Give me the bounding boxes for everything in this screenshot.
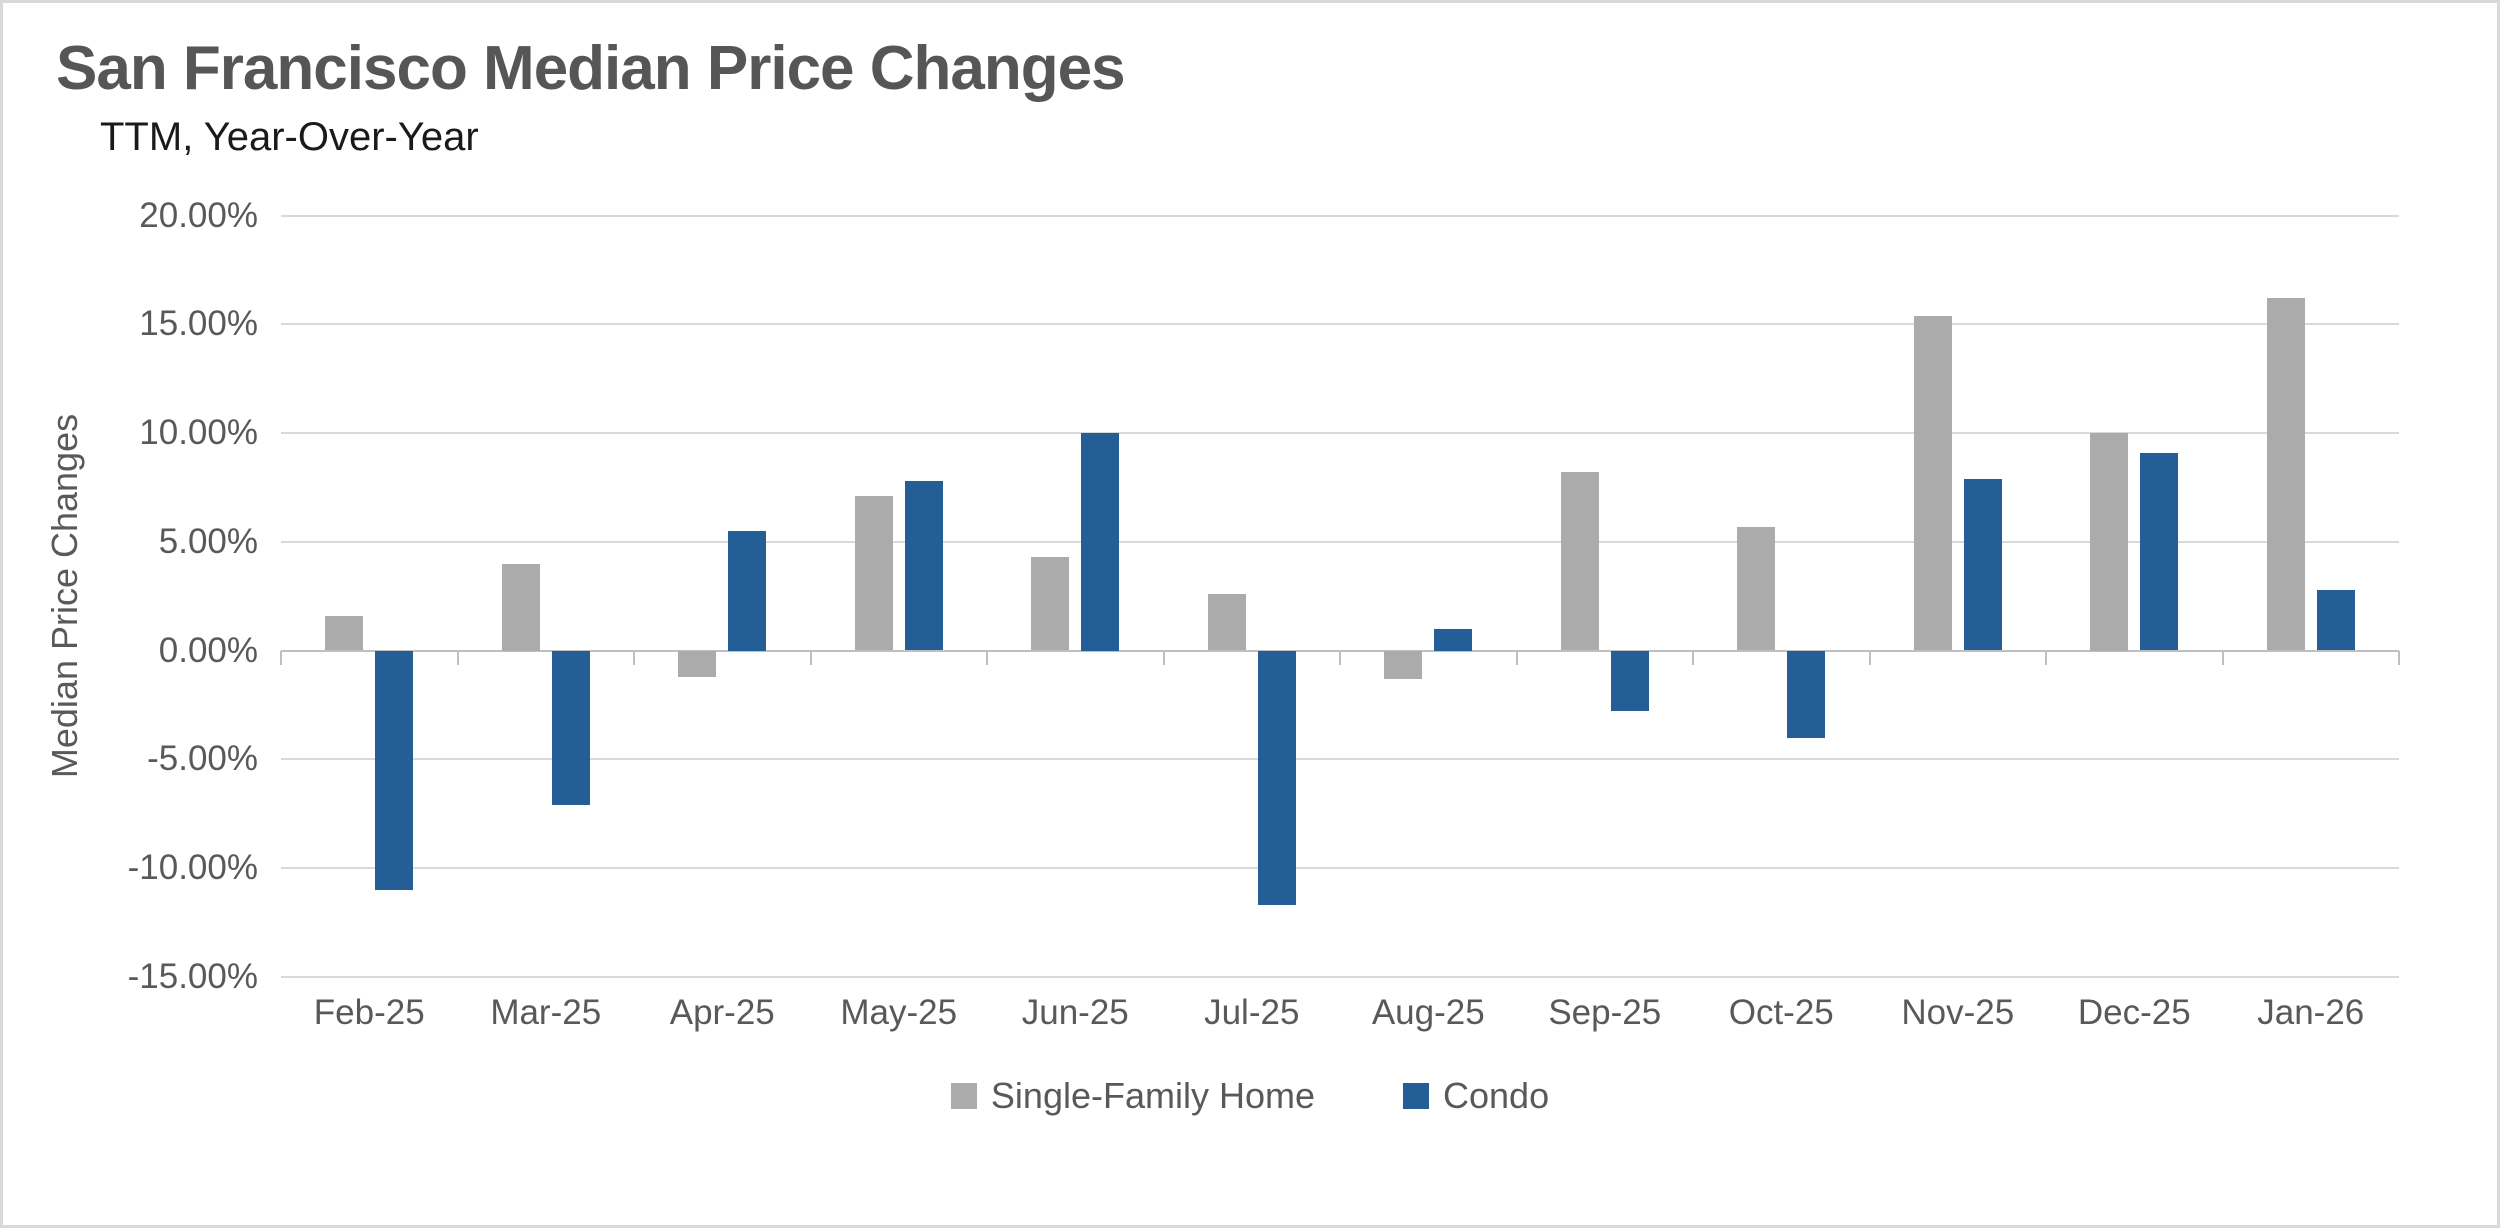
axis-tick xyxy=(280,650,282,665)
legend-item-single-family-home: Single-Family Home xyxy=(950,1075,1315,1117)
axis-tick xyxy=(986,650,988,665)
x-tick-label-jun-25: Jun-25 xyxy=(1021,993,1129,1032)
bar-single-family-home-oct-25 xyxy=(1737,526,1776,651)
bar-condo-dec-25 xyxy=(2140,452,2179,651)
x-tick-label-aug-25: Aug-25 xyxy=(1371,993,1485,1032)
y-tick-label-10-00: -10.00% xyxy=(127,848,258,887)
legend-label-condo: Condo xyxy=(1443,1075,1550,1116)
bar-condo-nov-25 xyxy=(1963,478,2002,651)
gridline-5-00 xyxy=(281,540,2399,543)
x-tick-label-may-25: May-25 xyxy=(840,993,958,1032)
x-tick-label-jul-25: Jul-25 xyxy=(1204,993,1300,1032)
axis-tick xyxy=(2045,650,2047,665)
x-tick-label-nov-25: Nov-25 xyxy=(1901,993,2015,1032)
x-tick-label-apr-25: Apr-25 xyxy=(669,993,775,1032)
bar-single-family-home-sep-25 xyxy=(1560,472,1599,651)
x-tick-label-oct-25: Oct-25 xyxy=(1728,993,1834,1032)
gridline-10-00 xyxy=(281,867,2399,869)
y-tick-label-15-00: 15.00% xyxy=(139,304,258,344)
bar-condo-apr-25 xyxy=(728,530,767,651)
axis-tick xyxy=(1692,650,1694,665)
bar-condo-may-25 xyxy=(904,480,943,651)
gridline-5-00 xyxy=(281,758,2399,761)
x-tick-label-dec-25: Dec-25 xyxy=(2077,993,2191,1032)
bar-single-family-home-dec-25 xyxy=(2090,433,2129,651)
axis-tick xyxy=(456,650,459,665)
axis-tick xyxy=(809,650,812,665)
bar-condo-jun-25 xyxy=(1081,433,1120,651)
bar-single-family-home-nov-25 xyxy=(1913,315,1952,651)
legend: Single-Family Home Condo xyxy=(3,1075,2497,1117)
bar-single-family-home-apr-25 xyxy=(678,650,717,677)
bar-condo-jan-26 xyxy=(2316,589,2355,651)
bar-condo-sep-25 xyxy=(1610,650,1649,712)
bar-single-family-home-jun-25 xyxy=(1031,556,1070,651)
axis-tick xyxy=(1162,650,1165,665)
legend-item-condo: Condo xyxy=(1403,1075,1549,1117)
legend-swatch-condo xyxy=(1403,1083,1429,1109)
y-tick-label-20-00: 20.00% xyxy=(139,195,258,235)
x-tick-label-jan-26: Jan-26 xyxy=(2257,993,2365,1032)
bar-single-family-home-jan-26 xyxy=(2266,298,2305,651)
gridline-20-00 xyxy=(281,214,2399,217)
gridline-10-00 xyxy=(281,432,2399,434)
axis-tick xyxy=(2398,650,2400,665)
x-tick-label-feb-25: Feb-25 xyxy=(313,993,425,1032)
y-tick-label-5-00: -5.00% xyxy=(147,739,258,779)
y-axis-title: Median Price Changes xyxy=(44,413,85,779)
gridline-15-00 xyxy=(281,975,2399,978)
bar-condo-feb-25 xyxy=(375,650,414,890)
axis-tick xyxy=(1339,650,1341,665)
gridline-15-00 xyxy=(281,323,2399,326)
bar-single-family-home-may-25 xyxy=(854,496,893,651)
bar-condo-oct-25 xyxy=(1787,650,1826,738)
axis-tick xyxy=(633,650,635,665)
y-tick-label-15-00: -15.00% xyxy=(127,956,258,996)
bar-condo-mar-25 xyxy=(551,650,590,805)
chart-title: San Francisco Median Price Changes xyxy=(56,34,1126,103)
bar-condo-jul-25 xyxy=(1257,650,1296,905)
y-tick-label-10-00: 10.00% xyxy=(139,413,258,452)
axis-tick xyxy=(2221,650,2224,665)
axis-tick xyxy=(1868,650,1871,665)
bar-single-family-home-aug-25 xyxy=(1384,650,1423,679)
axis-tick xyxy=(1515,650,1518,665)
bar-condo-aug-25 xyxy=(1434,628,1473,651)
bar-single-family-home-jul-25 xyxy=(1207,593,1246,651)
legend-swatch-single-family-home xyxy=(950,1083,977,1109)
y-tick-label-0-00: 0.00% xyxy=(158,630,258,670)
x-tick-label-sep-25: Sep-25 xyxy=(1548,993,1662,1032)
x-tick-label-mar-25: Mar-25 xyxy=(490,993,602,1032)
y-tick-label-5-00: 5.00% xyxy=(158,521,258,561)
bar-single-family-home-feb-25 xyxy=(325,615,364,651)
legend-label-single-family-home: Single-Family Home xyxy=(990,1075,1315,1116)
chart-subtitle: TTM, Year-Over-Year xyxy=(100,115,479,159)
bar-single-family-home-mar-25 xyxy=(501,563,540,651)
